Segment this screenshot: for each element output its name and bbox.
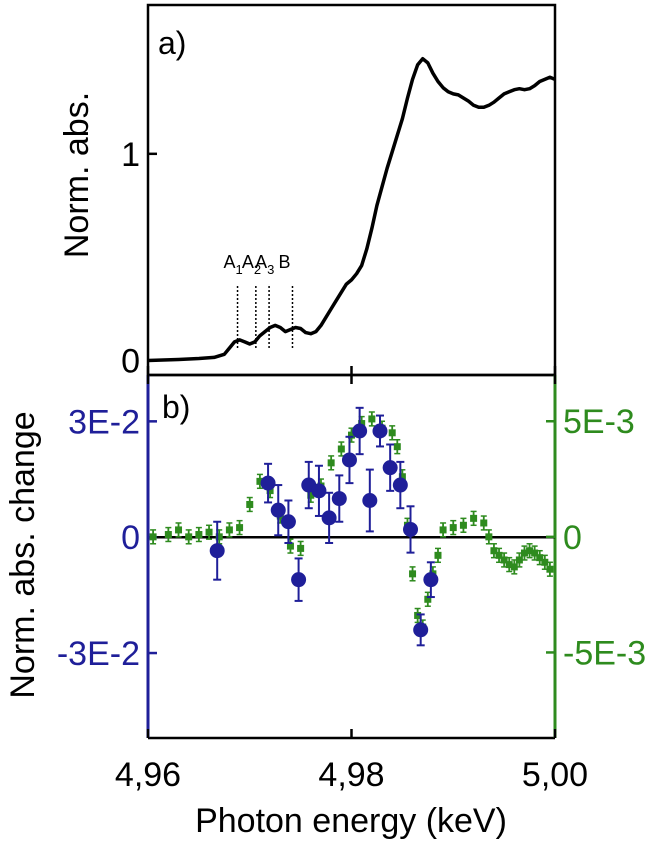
b-xlabel: Photon energy (keV) (195, 802, 507, 840)
peak-marker-label-0: A1 (224, 252, 243, 277)
blue-point-17 (423, 572, 439, 588)
blue-point-16 (413, 622, 429, 638)
green-point-48 (536, 554, 544, 562)
green-point-0 (149, 533, 157, 541)
blue-point-4 (291, 572, 307, 588)
green-point-15 (307, 491, 315, 499)
panel-b: -3E-2 0 3E-2 -5E-3 0 5E-3 4,96 4,98 5,00 b) Norm… (4, 373, 646, 840)
green-point-43 (510, 563, 518, 571)
green-point-42 (505, 561, 513, 569)
green-point-13 (286, 542, 294, 550)
green-point-20 (358, 420, 366, 428)
peak-marker-label-1: A2 (242, 252, 261, 277)
green-point-25 (398, 473, 406, 481)
blue-point-0 (209, 543, 225, 559)
green-point-39 (490, 547, 498, 555)
b-green-series (149, 411, 554, 635)
green-point-36 (470, 514, 478, 522)
peak-marker-label-3: B (278, 252, 290, 272)
green-point-50 (546, 565, 554, 573)
green-point-32 (434, 551, 442, 559)
blue-point-13 (382, 460, 398, 476)
b-xtick-label-0: 4,96 (115, 756, 181, 794)
blue-point-6 (311, 483, 327, 499)
b-xtick-label-2: 5,00 (522, 756, 588, 794)
green-point-5 (205, 528, 213, 536)
green-point-46 (526, 547, 534, 555)
green-point-1 (164, 531, 172, 539)
green-point-49 (541, 558, 549, 566)
green-point-21 (368, 415, 376, 423)
b-right-ytick-label-0: -5E-3 (563, 634, 646, 672)
green-point-18 (337, 445, 345, 453)
green-point-33 (439, 526, 447, 534)
a-ylabel: Norm. abs. (58, 92, 96, 258)
b-right-ytick-label-2: 5E-3 (563, 403, 635, 441)
green-point-37 (480, 519, 488, 527)
green-point-30 (424, 595, 432, 603)
peak-marker-label-2: A3 (255, 252, 274, 277)
blue-point-8 (331, 491, 347, 507)
blue-point-9 (341, 452, 357, 468)
green-point-7 (225, 526, 233, 534)
panel-a-label: a) (158, 25, 186, 61)
b-blue-series (209, 406, 439, 647)
green-point-6 (215, 533, 223, 541)
blue-point-7 (321, 510, 337, 526)
blue-point-10 (352, 423, 368, 439)
green-point-3 (185, 533, 193, 541)
green-point-47 (531, 549, 539, 557)
b-right-ytick-label-1: 0 (563, 519, 582, 557)
blue-point-1 (260, 475, 276, 491)
b-xtick-label-1: 4,98 (318, 756, 384, 794)
b-left-ytick-label-2: 3E-2 (68, 403, 140, 441)
a-ytick-label-0: 0 (121, 343, 140, 381)
blue-point-3 (280, 514, 296, 530)
green-point-24 (393, 443, 401, 451)
b-ticks: -3E-2 0 3E-2 -5E-3 0 5E-3 4,96 4,98 5,00 (57, 375, 646, 794)
green-point-9 (246, 500, 254, 508)
blue-point-15 (403, 521, 419, 537)
green-point-44 (515, 556, 523, 564)
blue-point-11 (362, 493, 378, 509)
blue-point-2 (270, 502, 286, 518)
green-point-14 (297, 544, 305, 552)
green-point-45 (520, 549, 528, 557)
b-ylabel: Norm. abs. change (4, 411, 42, 698)
b-left-ytick-label-1: 0 (121, 519, 140, 557)
green-point-11 (266, 487, 274, 495)
a-y-ticks: 01 (121, 136, 557, 381)
green-point-34 (449, 524, 457, 532)
panel-a-frame (146, 3, 557, 377)
a-ytick-label-1: 1 (121, 136, 140, 174)
blue-point-12 (372, 423, 388, 439)
b-left-ytick-label-0: -3E-2 (57, 635, 140, 673)
green-point-2 (175, 526, 183, 534)
green-point-38 (485, 533, 493, 541)
a-absorption-line (147, 56, 556, 363)
green-point-4 (195, 531, 203, 539)
green-point-27 (409, 570, 417, 578)
blue-point-14 (392, 477, 408, 493)
green-point-28 (414, 611, 422, 619)
green-point-35 (459, 521, 467, 529)
green-point-23 (388, 429, 396, 437)
green-point-19 (348, 431, 355, 439)
panel-b-label: b) (162, 389, 190, 425)
green-point-40 (495, 551, 503, 559)
green-point-8 (236, 524, 244, 532)
green-point-41 (500, 556, 508, 564)
green-point-10 (256, 477, 264, 485)
green-point-17 (327, 459, 335, 467)
